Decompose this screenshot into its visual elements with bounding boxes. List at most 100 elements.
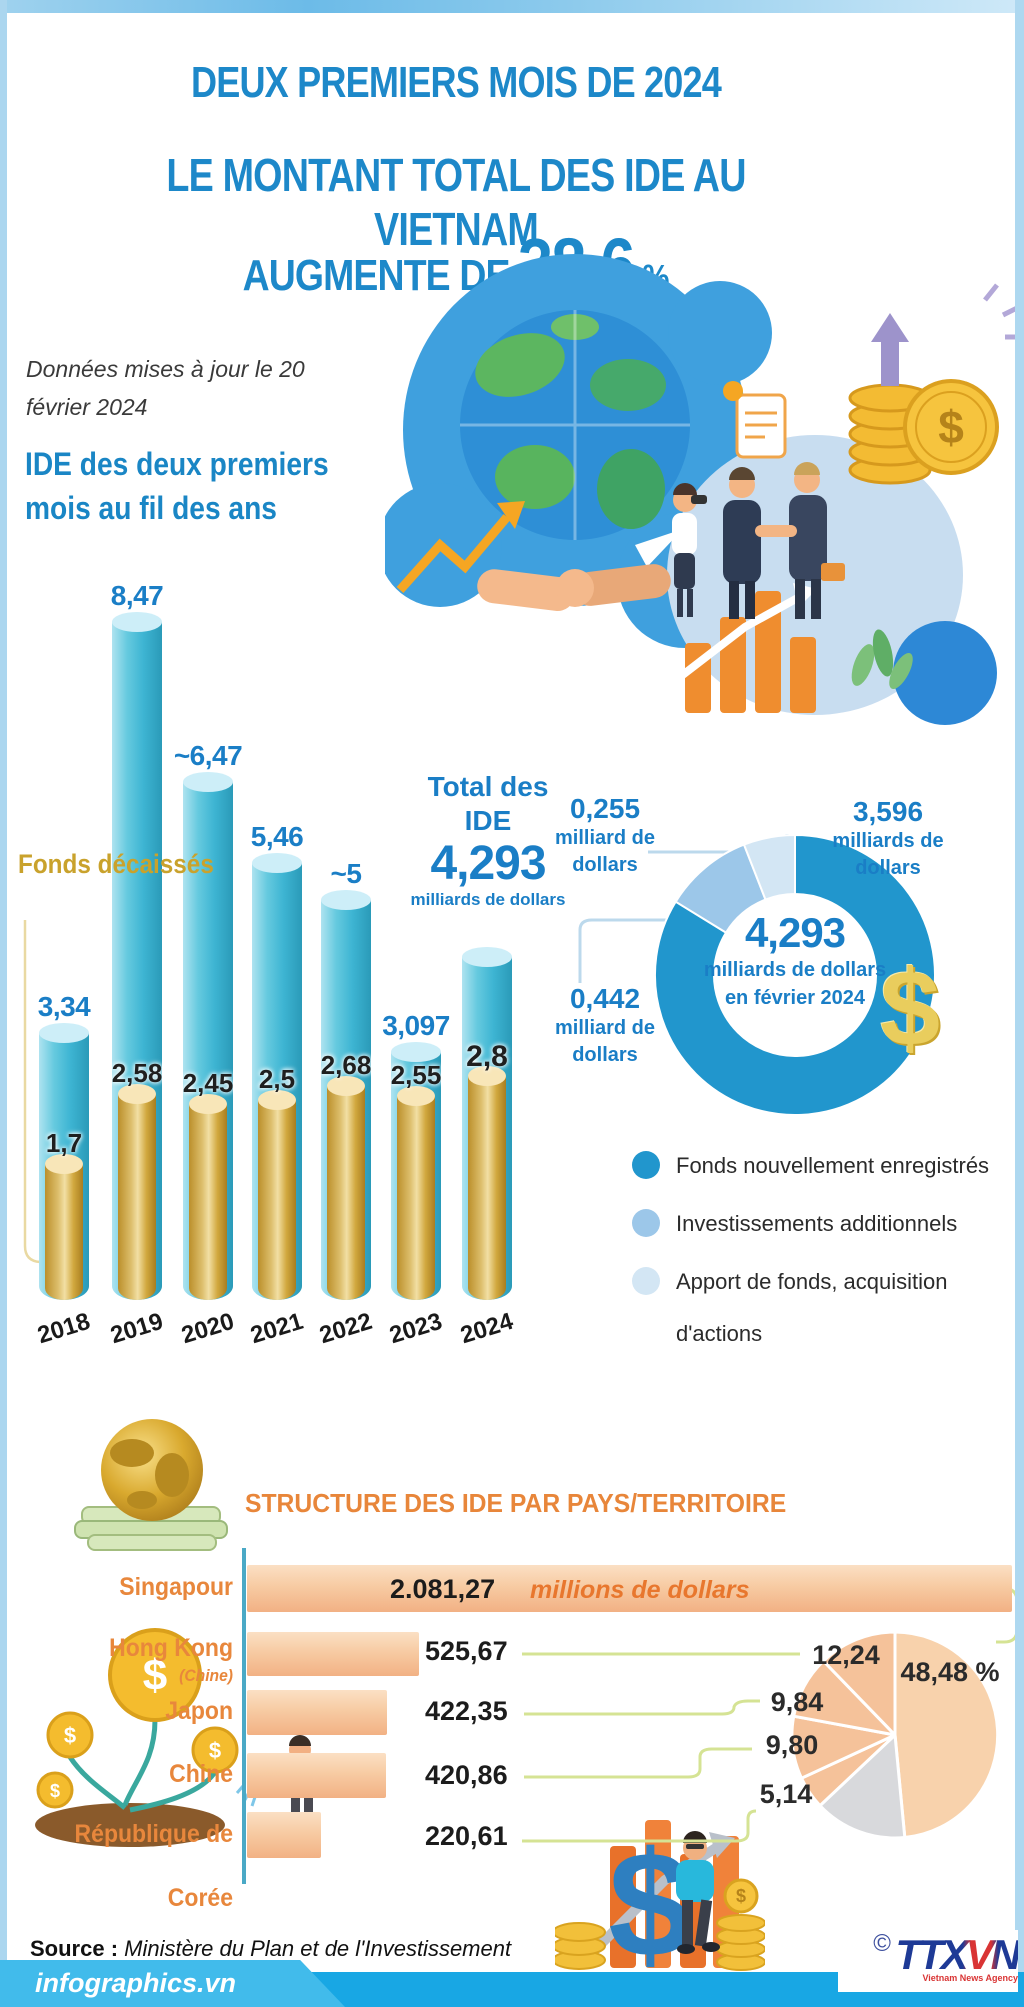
paper-plane-icon: [635, 529, 683, 567]
bar-fonds-decaisses-2021: [258, 1090, 296, 1300]
coin-stack-left: [555, 1922, 606, 1970]
year-chart-title-line1: IDE des deux premiers: [25, 446, 329, 482]
donut-chart: [653, 833, 936, 1116]
connector-chine: [524, 1747, 752, 1779]
country-bar-4: [247, 1812, 321, 1858]
updated-note-line2: février 2024: [26, 394, 148, 420]
country-axis-line: [242, 1548, 246, 1884]
bar-cap-icon: [468, 1066, 506, 1086]
value-total-2021: 5,46: [250, 821, 304, 852]
fonds-decaisses-label: Fonds décaissés: [18, 849, 214, 879]
donut-label-additionnels: 0,442 milliard de dollars: [505, 983, 705, 1069]
value-decaisse-2022: 2,68: [320, 1050, 372, 1080]
bar-cap-icon: [391, 1042, 441, 1062]
title-line-2: LE MONTANT TOTAL DES IDE AU VIETNAM: [166, 149, 746, 255]
bar-cap-icon: [118, 1084, 156, 1104]
soil-mound: [35, 1803, 225, 1847]
country-value-4: 220,61: [425, 1821, 508, 1851]
country-bar-0: [247, 1565, 1012, 1612]
country-sublabel-1: (Chine): [179, 1666, 233, 1685]
year-chart-title: IDE des deux premiers mois au fil des an…: [25, 442, 329, 530]
handshake-hands: [556, 569, 594, 607]
businessman-2: [771, 462, 845, 619]
gold-globe-continent3: [127, 1491, 157, 1509]
donut-label-apport-unit1: milliard de: [554, 827, 656, 849]
pie-slice-singapour: [893, 1630, 1000, 1839]
blue-dot: [893, 621, 997, 725]
donut-center-value: 4,293: [744, 909, 846, 956]
bar-cap-icon: [112, 612, 162, 632]
country-sublabel-4: Corée: [167, 1884, 233, 1912]
bar-cap-icon: [462, 947, 512, 967]
annotation-line1: Total des: [427, 771, 549, 802]
value-total-2020: ~6,47: [173, 740, 243, 771]
donut-center-date: en février 2024: [724, 987, 866, 1009]
donut-label-additionnels-unit2: dollars: [572, 1044, 638, 1066]
certificate-lines: [745, 411, 777, 439]
value-total-2018: 3,34: [37, 991, 91, 1022]
gold-coins-icon: $: [848, 379, 999, 485]
year-chart-title-line2: mois au fil des ans: [25, 490, 277, 526]
svg-text:$: $: [64, 1723, 76, 1748]
continent-5: [551, 314, 599, 340]
country-value-0: 2.081,27: [390, 1574, 496, 1604]
value-decaisse-2023: 2,55: [390, 1060, 442, 1090]
donut-label-nouveaux-unit2: dollars: [855, 857, 921, 879]
bar-fonds-decaisses-2018: [45, 1154, 83, 1300]
white-arrow: [677, 591, 805, 681]
continent-1: [475, 333, 565, 397]
money-globe-icon: [74, 1419, 228, 1551]
source-line: Source : Ministère du Plan et de l'Inves…: [30, 1936, 511, 1962]
svg-text:$: $: [736, 1886, 746, 1906]
legend-dot-2: [632, 1267, 660, 1295]
coin-dot-icon: [723, 381, 743, 401]
big-dollar-glyph: $: [608, 1820, 691, 1978]
svg-text:$: $: [50, 1781, 60, 1801]
value-decaisse-2021: 2,5: [258, 1064, 296, 1094]
legend-label-0: Fonds nouvellement enregistrés: [676, 1153, 990, 1178]
globe-puzzle-lines: [460, 310, 690, 540]
gold-globe-continent1: [110, 1439, 154, 1467]
coin-small-1: $: [46, 1711, 94, 1759]
country-label-3: Chine: [169, 1760, 233, 1788]
country-unit-note: millions de dollars: [530, 1576, 750, 1604]
page-right-border: [1015, 0, 1024, 1975]
bar-cap-icon: [183, 772, 233, 792]
donut-label-apport-value: 0,255: [569, 793, 641, 824]
value-total-2023: 3,097: [382, 1010, 450, 1041]
copyright-icon: ©: [873, 1930, 891, 1957]
country-bar-3: [247, 1753, 386, 1798]
country-label-1: Hong Kong: [109, 1634, 233, 1662]
growth-arrow-head: [497, 501, 525, 529]
bar-fonds-decaisses-2020: [189, 1094, 227, 1300]
annotation-unit: milliards de dollars: [410, 890, 566, 909]
svg-text:$: $: [938, 401, 964, 453]
coin-large: $: [108, 1628, 202, 1722]
updated-note: Données mises à jour le 20 février 2024: [26, 350, 305, 426]
leaves-decoration: [851, 629, 913, 690]
bar-fonds-decaisses-2024: [468, 1066, 506, 1300]
bar-fonds-decaisses-2022: [327, 1076, 365, 1300]
footer-brand-text: infographics.vn: [35, 1968, 237, 1998]
donut-label-apport-unit2: dollars: [572, 854, 638, 876]
bar-cap-icon: [327, 1076, 365, 1096]
connector-japon: [524, 1699, 760, 1716]
country-label-4: République de: [74, 1820, 233, 1848]
country-pie-chart: [790, 1630, 1000, 1840]
value-decaisse-2018: 1,7: [45, 1128, 83, 1158]
legend-dot-1: [632, 1209, 660, 1237]
title-line-1: DEUX PREMIERS MOIS DE 2024: [190, 58, 722, 107]
businesswoman-binoculars: [672, 483, 707, 617]
legend-label-1: Investissements additionnels: [676, 1211, 958, 1236]
bar-fonds-decaisses-2023: [397, 1086, 435, 1300]
pct-label-1: 12,24: [812, 1640, 880, 1670]
value-decaisse-2019: 2,58: [111, 1058, 163, 1088]
coin-small-2: $: [191, 1726, 239, 1774]
title-line-3-prefix: AUGMENTE DE: [242, 251, 511, 300]
dollar-man-illustration: $ $: [555, 1820, 765, 1978]
bar-cap-icon: [258, 1090, 296, 1110]
continent-4: [597, 449, 665, 529]
donut-label-additionnels-value: 0,442: [569, 983, 641, 1014]
page-left-border: [0, 0, 7, 2007]
